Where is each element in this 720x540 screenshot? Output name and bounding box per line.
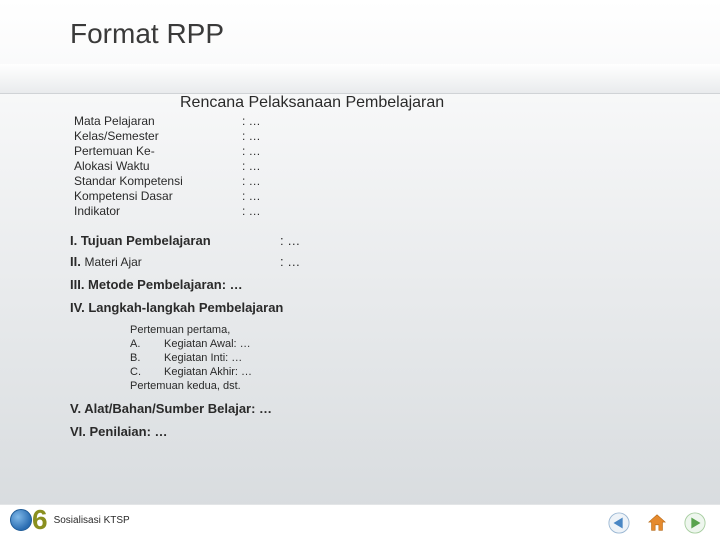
field-label: Kelas/Semester xyxy=(70,129,238,144)
footer-left: 6 Sosialisasi KTSP xyxy=(10,504,130,536)
step-letter: C. xyxy=(130,365,164,379)
next-button[interactable] xyxy=(684,512,706,534)
step-text: Kegiatan Akhir: … xyxy=(164,365,252,379)
field-value: : … xyxy=(238,174,265,189)
section-6: VI. Penilaian: … xyxy=(70,424,670,439)
field-value: : … xyxy=(238,204,265,219)
title-band xyxy=(0,64,720,94)
step-row: B.Kegiatan Inti: … xyxy=(130,351,670,365)
section-subnote: Materi Ajar xyxy=(84,255,141,269)
fields-table: Mata Pelajaran: … Kelas/Semester: … Pert… xyxy=(70,114,265,219)
footer-nav xyxy=(608,512,706,534)
section-label: II. Materi Ajar xyxy=(70,254,280,269)
triangle-left-icon xyxy=(608,512,630,534)
section-5: V. Alat/Bahan/Sumber Belajar: … xyxy=(70,401,670,416)
field-label: Mata Pelajaran xyxy=(70,114,238,129)
section-label: I. Tujuan Pembelajaran xyxy=(70,233,280,248)
home-icon xyxy=(646,512,668,534)
footer-caption: Sosialisasi KTSP xyxy=(54,515,130,526)
table-row: Kelas/Semester: … xyxy=(70,129,265,144)
field-label: Standar Kompetensi xyxy=(70,174,238,189)
field-label: Indikator xyxy=(70,204,238,219)
table-row: Alokasi Waktu: … xyxy=(70,159,265,174)
step-text: Kegiatan Inti: … xyxy=(164,351,242,365)
sections: I. Tujuan Pembelajaran : … II. Materi Aj… xyxy=(70,233,670,439)
step-row: C.Kegiatan Akhir: … xyxy=(130,365,670,379)
field-value: : … xyxy=(238,114,265,129)
table-row: Pertemuan Ke-: … xyxy=(70,144,265,159)
page-title: Format RPP xyxy=(70,18,224,50)
prev-button[interactable] xyxy=(608,512,630,534)
footer-bar: 6 Sosialisasi KTSP xyxy=(0,504,720,540)
sub-heading: Rencana Pelaksanaan Pembelajaran xyxy=(180,94,670,112)
table-row: Indikator: … xyxy=(70,204,265,219)
step-row: A.Kegiatan Awal: … xyxy=(130,337,670,351)
step-letter: A. xyxy=(130,337,164,351)
field-value: : … xyxy=(238,159,265,174)
field-label: Alokasi Waktu xyxy=(70,159,238,174)
table-row: Kompetensi Dasar: … xyxy=(70,189,265,204)
section-3: III. Metode Pembelajaran: … xyxy=(70,277,670,292)
page-number: 6 xyxy=(32,504,48,536)
section-2: II. Materi Ajar : … xyxy=(70,254,670,269)
section-value: : … xyxy=(280,233,300,248)
step-text: Kegiatan Awal: … xyxy=(164,337,251,351)
field-value: : … xyxy=(238,129,265,144)
content-area: Rencana Pelaksanaan Pembelajaran Mata Pe… xyxy=(70,94,670,447)
table-row: Standar Kompetensi: … xyxy=(70,174,265,189)
section-roman: II. xyxy=(70,254,84,269)
section-1: I. Tujuan Pembelajaran : … xyxy=(70,233,670,248)
field-label: Pertemuan Ke- xyxy=(70,144,238,159)
table-row: Mata Pelajaran: … xyxy=(70,114,265,129)
steps-header: Pertemuan pertama, xyxy=(130,323,670,337)
steps-footer: Pertemuan kedua, dst. xyxy=(130,379,670,393)
home-button[interactable] xyxy=(646,512,668,534)
steps-block: Pertemuan pertama, A.Kegiatan Awal: … B.… xyxy=(130,323,670,393)
section-value: : … xyxy=(280,254,300,269)
step-letter: B. xyxy=(130,351,164,365)
triangle-right-icon xyxy=(684,512,706,534)
field-label: Kompetensi Dasar xyxy=(70,189,238,204)
logo-emblem-icon xyxy=(10,509,32,531)
field-value: : … xyxy=(238,189,265,204)
field-value: : … xyxy=(238,144,265,159)
section-4: IV. Langkah-langkah Pembelajaran xyxy=(70,300,670,315)
